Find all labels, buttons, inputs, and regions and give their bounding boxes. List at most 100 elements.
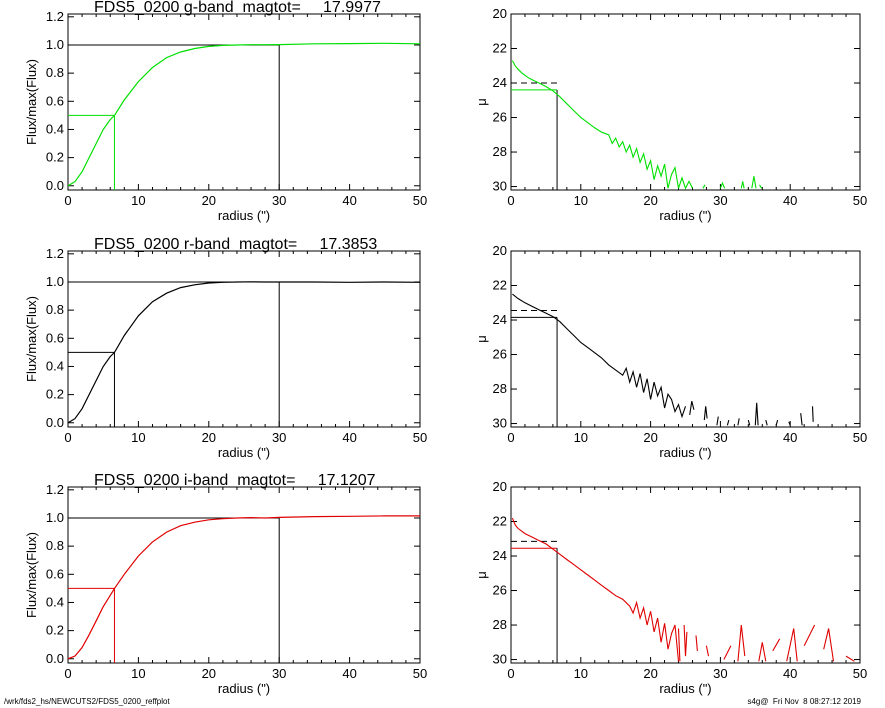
y-tick-label: 28 (493, 144, 507, 159)
x-tick-label: 30 (272, 666, 286, 681)
y-tick-label: 30 (493, 652, 507, 667)
x-tick-label: 0 (64, 193, 71, 208)
chart-panel-r-growth: 0 10 20 30 40 50 0.0 0.2 0.4 0.6 0.8 1.0 1.2 radius (… (24, 236, 427, 460)
profile-segment (772, 638, 781, 652)
y-tick-label: 0.0 (46, 178, 64, 193)
y-tick-label: 0.0 (46, 415, 64, 430)
chart-title: FDS5_0200 i-band magtot= 17.1207 (94, 472, 376, 489)
x-tick-label: 10 (131, 666, 145, 681)
y-tick-label: 28 (493, 381, 507, 396)
profile-segment (702, 184, 706, 189)
x-axis-label: radius (") (218, 208, 270, 223)
profile-series (512, 293, 687, 419)
y-tick-label: 22 (493, 278, 507, 293)
x-axis-label: radius (") (659, 208, 711, 223)
y-tick-label: 24 (493, 75, 507, 90)
x-tick-label: 50 (853, 430, 867, 445)
profile-segment (800, 413, 803, 426)
y-axis-label: μ (474, 98, 489, 106)
y-tick-label: 0.4 (46, 121, 64, 136)
profile-segment (726, 419, 730, 426)
chart-title: FDS5_0200 r-band magtot= 17.3853 (94, 236, 377, 253)
y-tick-label: 0.8 (46, 538, 64, 553)
y-tick-label: 20 (493, 6, 507, 21)
plot-frame (510, 13, 861, 191)
growth-curve-series (68, 42, 420, 187)
profile-segment (689, 400, 695, 415)
x-tick-label: 10 (574, 666, 588, 681)
x-tick-label: 30 (272, 193, 286, 208)
chart-panel-i-growth: 0 10 20 30 40 50 0.0 0.2 0.4 0.6 0.8 1.0 1.2 radius (… (24, 472, 427, 696)
profile-segment (705, 645, 710, 657)
profile-segment (747, 419, 751, 426)
x-tick-label: 50 (853, 193, 867, 208)
y-tick-label: 0.8 (46, 302, 64, 317)
y-tick-label: 0.6 (46, 93, 64, 108)
y-tick-label: 0.4 (46, 594, 64, 609)
y-tick-label: 26 (493, 583, 507, 598)
x-tick-label: 0 (507, 193, 514, 208)
y-tick-label: 0.4 (46, 358, 64, 373)
profile-segment (695, 635, 698, 651)
y-tick-label: 1.0 (46, 274, 64, 289)
x-tick-label: 50 (853, 666, 867, 681)
x-tick-label: 20 (643, 666, 657, 681)
chart-panel-g-growth: 0 10 20 30 40 50 0.0 0.2 0.4 0.6 0.8 1.0 1.2 radius (… (24, 0, 427, 223)
x-tick-label: 0 (64, 430, 71, 445)
y-tick-label: 0.2 (46, 150, 64, 165)
profile-segment (845, 655, 855, 662)
x-axis-label: radius (") (659, 445, 711, 460)
profile-segment (683, 624, 688, 657)
x-tick-label: 50 (413, 193, 427, 208)
profile-segment (716, 416, 719, 426)
y-axis-label: Flux/max(Flux) (24, 59, 39, 145)
x-tick-label: 40 (783, 193, 797, 208)
chart-title: FDS5_0200 g-band magtot= 17.9977 (94, 0, 381, 16)
x-tick-label: 0 (507, 666, 514, 681)
y-tick-label: 0.2 (46, 387, 64, 402)
x-tick-label: 40 (783, 666, 797, 681)
profile-series (511, 60, 693, 190)
x-tick-label: 40 (342, 193, 356, 208)
footer-path: /wrk/fds2_hs/NEWCUTS2/FDS5_0200_reffplot (4, 697, 170, 706)
profile-segment (803, 624, 816, 646)
profile-segment (751, 176, 757, 189)
y-tick-label: 28 (493, 617, 507, 632)
profile-segment (719, 181, 726, 189)
x-tick-label: 20 (643, 430, 657, 445)
profile-series (511, 517, 680, 662)
x-tick-label: 20 (202, 666, 216, 681)
y-axis-label: Flux/max(Flux) (24, 532, 39, 618)
footer-timestamp: s4g@ Fri Nov 8 08:27:12 2019 (747, 697, 861, 706)
x-tick-label: 10 (574, 430, 588, 445)
x-tick-label: 30 (272, 430, 286, 445)
x-tick-label: 20 (643, 193, 657, 208)
y-tick-label: 20 (493, 243, 507, 258)
x-axis-label: radius (") (218, 445, 270, 460)
x-tick-label: 0 (64, 666, 71, 681)
y-tick-label: 0.2 (46, 623, 64, 638)
y-tick-label: 1.0 (46, 510, 64, 525)
profile-segment (788, 421, 791, 426)
y-tick-label: 0.0 (46, 651, 64, 666)
y-tick-label: 0.6 (46, 566, 64, 581)
x-tick-label: 30 (713, 666, 727, 681)
profile-segment (740, 181, 745, 189)
y-tick-label: 0.8 (46, 65, 64, 80)
x-tick-label: 50 (413, 430, 427, 445)
x-tick-label: 40 (342, 430, 356, 445)
plot-frame (510, 250, 861, 428)
y-tick-label: 30 (493, 416, 507, 431)
y-tick-label: 24 (493, 548, 507, 563)
profile-segment (723, 645, 732, 660)
y-tick-label: 1.2 (46, 246, 64, 261)
profile-segment (737, 624, 746, 662)
x-tick-label: 20 (202, 193, 216, 208)
y-tick-label: 1.0 (46, 37, 64, 52)
y-tick-label: 26 (493, 110, 507, 125)
plot-frame (67, 13, 421, 191)
